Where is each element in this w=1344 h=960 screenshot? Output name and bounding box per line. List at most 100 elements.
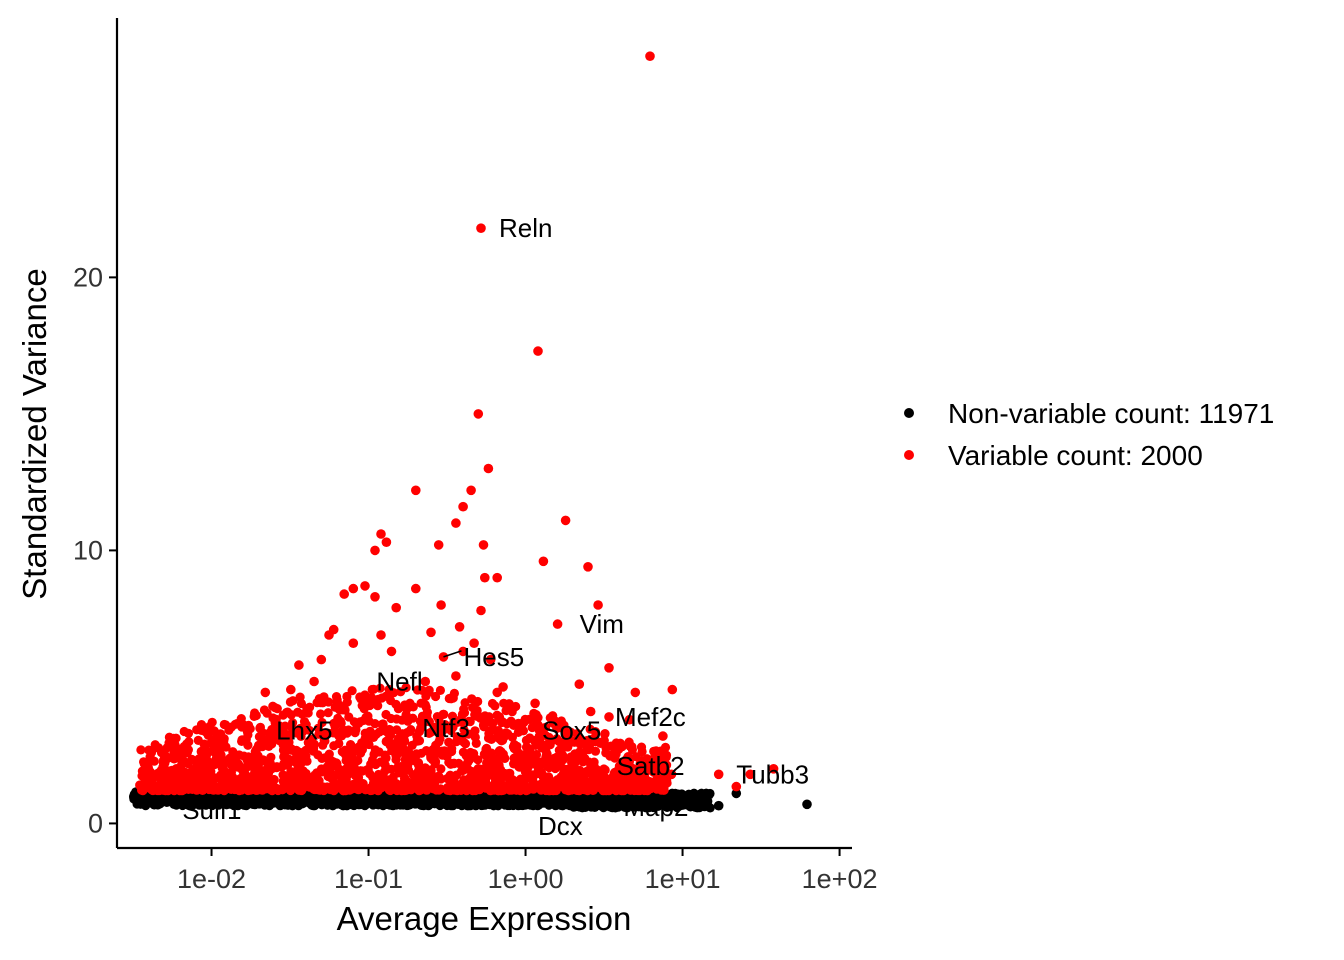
legend-key-non-variable: [904, 408, 914, 418]
variable-point: [520, 766, 531, 777]
variable-point: [591, 777, 601, 788]
variable-point: [296, 698, 306, 709]
variable-point: [431, 723, 442, 733]
legend-label-variable: Variable count: 2000: [948, 440, 1203, 471]
variable-point: [436, 600, 446, 610]
variable-point: [182, 747, 192, 758]
gene-label: Lhx5: [276, 716, 332, 746]
non-variable-point: [159, 792, 170, 803]
x-tick-label: 1e-01: [334, 864, 403, 894]
variable-point: [745, 769, 756, 780]
non-variable-point: [403, 799, 413, 810]
variable-point: [269, 774, 279, 785]
gene-label: Ntf3: [422, 713, 470, 743]
variable-point: [262, 763, 272, 773]
variable-point: [530, 736, 540, 746]
variable-point: [651, 782, 662, 793]
variable-point: [459, 725, 469, 735]
variable-point: [578, 768, 588, 778]
gene-label: Sox5: [542, 716, 601, 746]
non-variable-point: [386, 792, 397, 803]
variable-point: [426, 753, 436, 763]
variable-point: [230, 719, 240, 730]
gene-label: Vim: [580, 609, 624, 639]
non-variable-point: [338, 801, 348, 811]
variable-point: [381, 537, 392, 547]
variable-point: [406, 725, 416, 735]
non-variable-point: [281, 793, 292, 804]
variable-point: [292, 775, 302, 785]
legend-key-variable: [904, 450, 914, 460]
variable-point: [370, 545, 380, 556]
variable-point: [552, 723, 563, 733]
variable-point: [216, 770, 226, 780]
variable-point: [552, 619, 563, 629]
gene-label: Reln: [499, 213, 552, 243]
variable-point: [494, 713, 504, 723]
variable-point: [164, 732, 174, 742]
variable-point: [630, 687, 641, 698]
variable-point: [319, 729, 329, 739]
variable-point: [342, 697, 352, 707]
variable-point: [414, 736, 425, 746]
variable-point: [360, 581, 370, 591]
non-variable-point: [395, 800, 405, 810]
non-variable-point: [802, 799, 812, 810]
variable-point: [203, 728, 213, 738]
variable-point: [386, 646, 397, 657]
variable-point: [302, 756, 312, 766]
variable-point: [183, 759, 193, 769]
variable-point: [376, 630, 386, 640]
variable-point: [569, 737, 580, 747]
variable-point: [473, 696, 483, 707]
non-variable-point: [670, 794, 681, 805]
variable-point: [636, 779, 646, 789]
gene-label: Nefl: [376, 667, 422, 697]
variable-point: [458, 646, 468, 657]
variable-point: [323, 708, 333, 718]
variable-point: [369, 749, 379, 760]
variable-points-layer: [135, 51, 779, 796]
variable-point: [391, 751, 401, 761]
variable-point: [287, 723, 297, 733]
variable-point: [350, 728, 360, 738]
x-axis-ticks: 1e-02 1e-01 1e+00 1e+01 1e+02: [177, 848, 877, 894]
non-variable-point: [548, 794, 558, 805]
variable-point: [637, 762, 648, 772]
variable-point: [573, 728, 583, 739]
gene-label: Hes5: [464, 642, 525, 672]
variable-point: [208, 745, 218, 755]
non-variable-point: [677, 789, 687, 799]
variable-point: [469, 638, 479, 648]
variable-point: [320, 753, 330, 763]
variable-point: [144, 774, 154, 785]
variable-point: [219, 719, 229, 730]
variable-point: [523, 759, 533, 769]
variable-point: [392, 714, 402, 724]
variable-point: [365, 726, 375, 736]
variable-point: [264, 728, 274, 738]
gene-labels-layer: Reln Vim Hes5 Nefl Mef2c Ntf3 Lhx5 Sox5 Satb2 Tub…: [182, 213, 809, 841]
variable-point: [637, 746, 647, 757]
variable-point: [196, 746, 206, 757]
variable-point: [426, 766, 436, 776]
gene-label: Sulf1: [182, 795, 241, 825]
variable-point: [424, 717, 434, 727]
variable-point: [184, 737, 194, 747]
variable-point: [610, 753, 620, 763]
variable-point: [254, 742, 264, 752]
variable-point: [438, 709, 448, 719]
x-tick-label: 1e+02: [802, 864, 878, 894]
non-variable-point: [275, 801, 285, 811]
variable-point: [232, 759, 242, 769]
variable-point: [254, 732, 264, 742]
variable-point: [184, 773, 194, 783]
variable-point: [483, 771, 493, 781]
variable-point: [391, 602, 402, 613]
variable-point: [661, 750, 672, 760]
variable-point: [642, 785, 652, 796]
non-variable-point: [301, 793, 311, 803]
variable-point: [631, 752, 641, 762]
variable-point: [162, 743, 172, 753]
variable-point: [230, 784, 240, 795]
